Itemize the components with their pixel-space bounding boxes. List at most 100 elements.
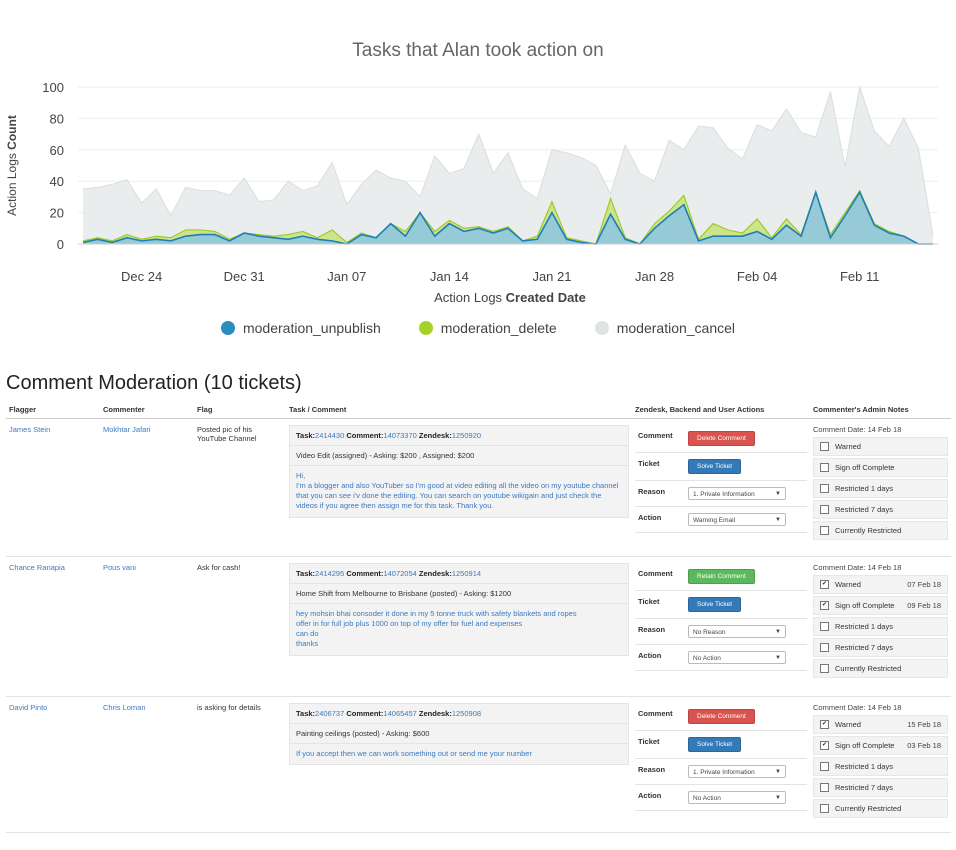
area-moderation_delete bbox=[83, 190, 933, 244]
flag-reason: Ask for cash! bbox=[194, 556, 286, 697]
comment-action-button[interactable]: Delete Comment bbox=[688, 431, 755, 446]
chevron-down-icon: ▼ bbox=[775, 769, 781, 775]
checkbox-icon[interactable] bbox=[820, 804, 829, 813]
legend-item-unpublish[interactable]: moderation_unpublish bbox=[220, 320, 381, 336]
note-label: Currently Restricted bbox=[835, 664, 902, 673]
note-date: 07 Feb 18 bbox=[907, 580, 941, 589]
reason-select[interactable]: 1. Private Information ▼ bbox=[688, 487, 786, 500]
x-tick-label: Jan 07 bbox=[327, 269, 366, 284]
commenter-link[interactable]: Mokhtar Jafari bbox=[103, 425, 151, 434]
task-link[interactable]: 2414295 bbox=[315, 569, 345, 578]
task-comment-box: Task:2414295 Comment:14072054 Zendesk:12… bbox=[289, 563, 629, 656]
checkbox-icon[interactable] bbox=[820, 622, 829, 631]
checked-box-icon[interactable]: ✔ bbox=[820, 580, 829, 589]
area-moderation_cancel bbox=[83, 87, 933, 244]
comment-link[interactable]: 14073370 bbox=[383, 431, 417, 440]
task-label: Task: bbox=[296, 431, 316, 440]
checkbox-icon[interactable] bbox=[820, 442, 829, 451]
action-select[interactable]: No Action ▼ bbox=[688, 791, 786, 804]
checkbox-icon[interactable] bbox=[820, 762, 829, 771]
flagger-link[interactable]: Chance Ranapia bbox=[9, 563, 65, 572]
comment-label: Comment: bbox=[346, 709, 384, 718]
zendesk-link[interactable]: 1250914 bbox=[451, 569, 482, 578]
admin-note-row: Restricted 1 days bbox=[813, 617, 948, 636]
zendesk-link[interactable]: 1250908 bbox=[451, 709, 482, 718]
comment-link[interactable]: 14072054 bbox=[383, 569, 417, 578]
ticket-label: Ticket bbox=[635, 452, 685, 481]
solve-ticket-button[interactable]: Solve Ticket bbox=[688, 459, 742, 474]
checkbox-icon[interactable] bbox=[820, 783, 829, 792]
comment-action-button[interactable]: Retain Comment bbox=[688, 569, 755, 584]
ticket-row: Chance Ranapia Pous vani Ask for cash! Task… bbox=[6, 556, 951, 697]
task-title: Home Shift from Melbourne to Brisbane (p… bbox=[290, 584, 628, 604]
action-label: Action bbox=[635, 644, 685, 671]
zendesk-link[interactable]: 1250920 bbox=[451, 431, 482, 440]
note-label: Restricted 7 days bbox=[835, 505, 893, 514]
reason-value: 1. Private Information bbox=[693, 769, 755, 776]
legend-dot-unpublish bbox=[220, 321, 235, 335]
admin-note-row: ✔ Warned 15 Feb 18 bbox=[813, 715, 948, 734]
flagger-link[interactable]: James Stein bbox=[9, 425, 51, 434]
checked-box-icon[interactable]: ✔ bbox=[820, 741, 829, 750]
zendesk-label: Zendesk: bbox=[418, 569, 452, 578]
comment-link[interactable]: 14065457 bbox=[383, 709, 417, 718]
y-axis-label-prefix: Action Logs bbox=[5, 150, 19, 216]
action-value: No Action bbox=[693, 795, 721, 802]
note-label: Restricted 1 days bbox=[835, 762, 893, 771]
comment-date-value: 14 Feb 18 bbox=[867, 703, 902, 712]
note-label: Currently Restricted bbox=[835, 804, 902, 813]
x-axis-label: Action Logs Created Date bbox=[434, 290, 586, 305]
comment-date: Comment Date: 14 Feb 18 bbox=[813, 563, 948, 572]
ticket-row: David Pinto Chris Loman is asking for deta… bbox=[6, 696, 951, 833]
zendesk-label: Zendesk: bbox=[418, 709, 452, 718]
checkbox-icon[interactable] bbox=[820, 484, 829, 493]
ticket-row: James Stein Mokhtar Jafari Posted pic of h… bbox=[6, 418, 951, 557]
checkbox-icon[interactable] bbox=[820, 643, 829, 652]
checkbox-icon[interactable] bbox=[820, 526, 829, 535]
checkbox-icon[interactable] bbox=[820, 463, 829, 472]
admin-note-row: ✔ Sign off Complete 09 Feb 18 bbox=[813, 596, 948, 615]
y-tick-label: 0 bbox=[57, 237, 64, 252]
reason-value: No Reason bbox=[693, 629, 726, 636]
task-link[interactable]: 2406737 bbox=[315, 709, 345, 718]
action-value: No Action bbox=[693, 655, 721, 662]
actions-chart: Tasks that Alan took action on 0 20 40 60 80 1… bbox=[0, 0, 956, 360]
x-axis-label-prefix: Action Logs bbox=[434, 290, 506, 305]
x-tick-label: Dec 24 bbox=[121, 269, 162, 284]
legend-item-delete[interactable]: moderation_delete bbox=[418, 320, 557, 336]
reason-label: Reason bbox=[635, 758, 685, 785]
checkbox-icon[interactable] bbox=[820, 664, 829, 673]
comment-label: Comment: bbox=[346, 431, 384, 440]
note-date: 15 Feb 18 bbox=[907, 720, 941, 729]
task-link[interactable]: 2414430 bbox=[315, 431, 345, 440]
note-label: Warned bbox=[835, 720, 861, 729]
chevron-down-icon: ▼ bbox=[775, 629, 781, 635]
ticket-label: Ticket bbox=[635, 590, 685, 619]
x-tick-label: Dec 31 bbox=[224, 269, 265, 284]
comment-date-label: Comment Date: bbox=[813, 563, 868, 572]
reason-value: 1. Private Information bbox=[693, 491, 755, 498]
commenter-link[interactable]: Chris Loman bbox=[103, 703, 146, 712]
comment-action-label: Comment bbox=[635, 703, 685, 731]
legend-item-cancel[interactable]: moderation_cancel bbox=[594, 320, 735, 336]
checkbox-icon[interactable] bbox=[820, 505, 829, 514]
reason-select[interactable]: 1. Private Information ▼ bbox=[688, 765, 786, 778]
admin-note-row: Restricted 7 days bbox=[813, 638, 948, 657]
solve-ticket-button[interactable]: Solve Ticket bbox=[688, 597, 742, 612]
comment-date-value: 14 Feb 18 bbox=[867, 563, 902, 572]
comment-text: Hi, I'm a blogger and also YouTuber so I'… bbox=[290, 466, 628, 517]
actions-table: Comment Delete Comment Ticket Solve Ticket R… bbox=[635, 703, 807, 811]
checked-box-icon[interactable]: ✔ bbox=[820, 601, 829, 610]
header-admin-notes: Commenter's Admin Notes bbox=[810, 401, 951, 419]
note-label: Sign off Complete bbox=[835, 601, 895, 610]
action-select[interactable]: Warning Email ▼ bbox=[688, 513, 786, 526]
checked-box-icon[interactable]: ✔ bbox=[820, 720, 829, 729]
solve-ticket-button[interactable]: Solve Ticket bbox=[688, 737, 742, 752]
reason-select[interactable]: No Reason ▼ bbox=[688, 625, 786, 638]
flagger-link[interactable]: David Pinto bbox=[9, 703, 48, 712]
commenter-link[interactable]: Pous vani bbox=[103, 563, 136, 572]
header-task-comment: Task / Comment bbox=[286, 401, 632, 419]
comment-action-button[interactable]: Delete Comment bbox=[688, 709, 755, 724]
task-label: Task: bbox=[296, 569, 316, 578]
action-select[interactable]: No Action ▼ bbox=[688, 651, 786, 664]
